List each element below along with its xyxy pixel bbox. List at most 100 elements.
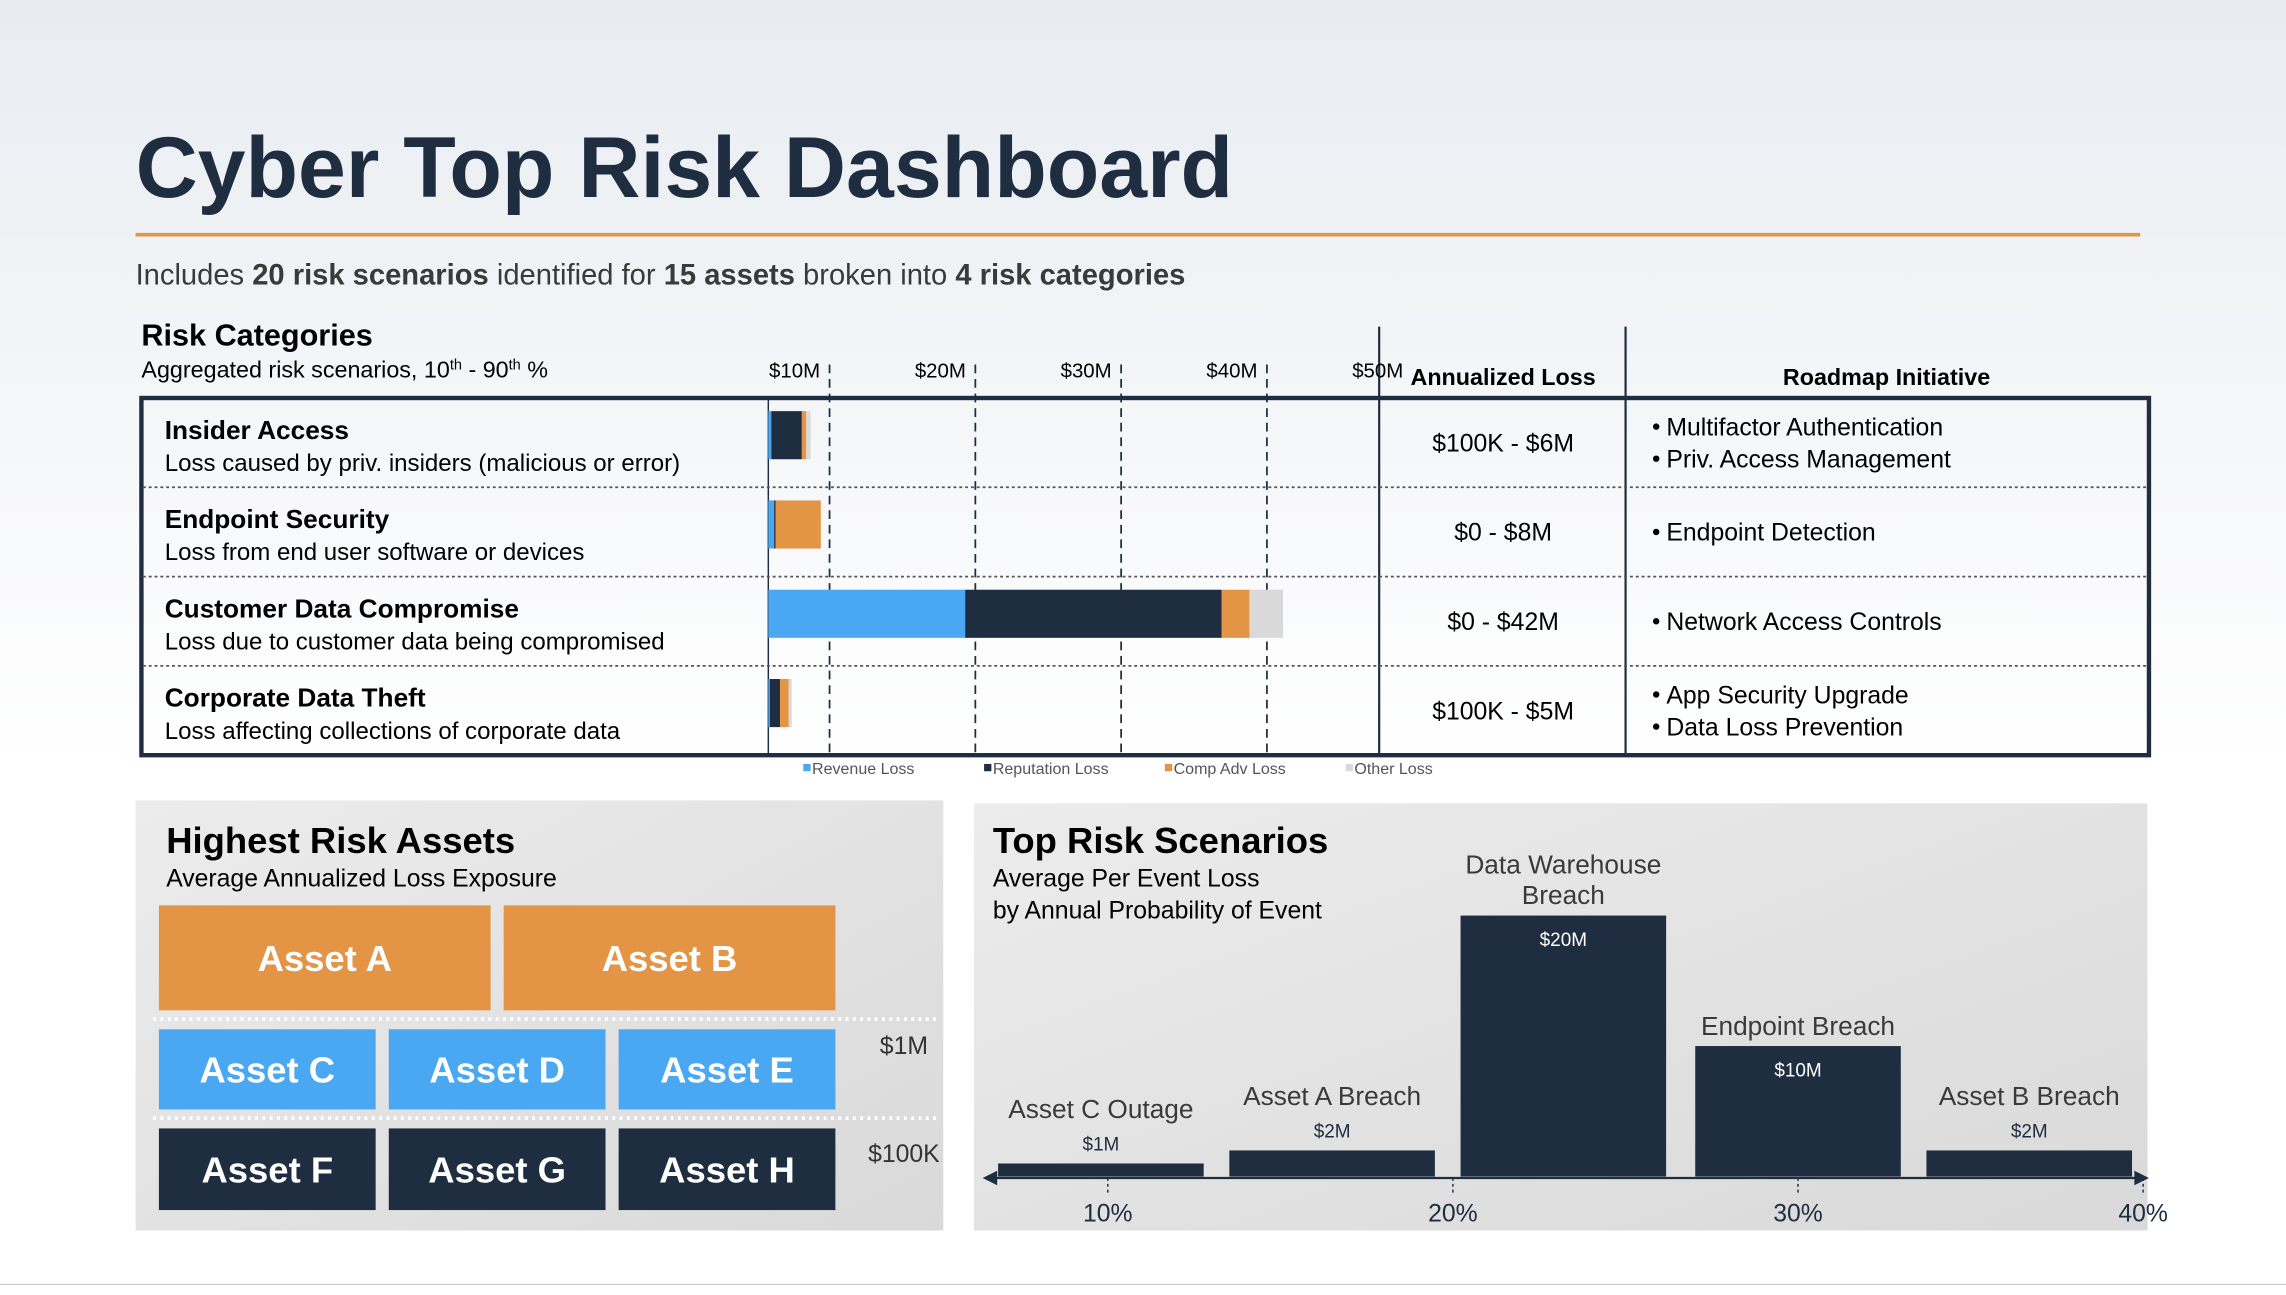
panel-subtitle: by Annual Probability of Event — [993, 897, 1322, 924]
legend-swatch — [1164, 763, 1173, 772]
x-tick-label: $40M — [1206, 361, 1257, 383]
scenario-bars: 10% 20% 30% 40% $1M Asset C Outage $2M Asset A … — [998, 849, 2168, 1228]
x-tick-label: 20% — [1428, 1201, 1478, 1228]
category-label-text: Asset C Outage — [1008, 1094, 1194, 1125]
asset-box — [388, 1029, 606, 1110]
bullet — [1652, 528, 1660, 536]
x-tick-label: 40% — [2118, 1201, 2168, 1228]
bar-segment — [768, 679, 770, 728]
table-frame — [139, 395, 2152, 758]
subtitle-part: % — [521, 357, 548, 383]
roadmap-item: App Security Upgrade — [1666, 682, 1908, 709]
bar-segment — [769, 679, 780, 728]
subtitle-part: th — [450, 358, 462, 374]
category-label-text: Asset B Breach — [1938, 1081, 2120, 1112]
category-description: Loss caused by priv. insiders (malicious… — [165, 450, 680, 477]
subtitle-part: th — [509, 358, 521, 374]
bullet — [1652, 423, 1660, 430]
x-tick-label: $20M — [915, 361, 966, 383]
asset-box — [158, 1128, 376, 1211]
annualized-loss: $0 - $42M — [1447, 609, 1559, 636]
category-label: Asset C Outage — [1008, 1094, 1194, 1125]
legend-swatch — [1345, 763, 1353, 772]
category-name: Endpoint Security — [165, 504, 390, 534]
asset-box — [503, 905, 836, 1011]
bullet — [1652, 723, 1660, 730]
bar — [1695, 1046, 1901, 1177]
x-tick-label: $30M — [1061, 361, 1112, 383]
legend-label: Revenue Loss — [812, 760, 914, 778]
value-label: $2M — [1314, 1121, 1351, 1142]
annualized-loss: $0 - $8M — [1454, 520, 1552, 547]
bar — [998, 1163, 1204, 1177]
bullet — [1652, 455, 1660, 462]
bar — [1460, 915, 1667, 1177]
category-description: Loss affecting collections of corporate … — [165, 718, 621, 745]
bullet — [1652, 691, 1660, 698]
value-label: $2M — [2011, 1121, 2048, 1142]
asset-label: Asset F — [201, 1149, 333, 1190]
threshold-label: $1M — [880, 1033, 928, 1060]
category-label: Data Warehouse Breach — [1465, 849, 1662, 910]
bar-segment — [965, 589, 1222, 638]
bar-segment — [779, 679, 789, 728]
legend-swatch — [803, 763, 811, 772]
legend-label: Comp Adv Loss — [1174, 760, 1286, 778]
legend: Revenue Loss Reputation Loss Comp Adv Loss… — [803, 760, 1433, 778]
legend-label: Other Loss — [1354, 760, 1432, 778]
asset-tiers: Asset A Asset B Asset C Asset D Asset E Asset… — [153, 905, 941, 1211]
x-tick-label: 10% — [1083, 1201, 1133, 1228]
page-title: Cyber Top Risk Dashboard — [136, 120, 1234, 216]
category-name: Customer Data Compromise — [165, 593, 519, 623]
asset-label: Asset H — [659, 1149, 795, 1190]
category-description: Loss due to customer data being compromi… — [165, 628, 665, 655]
asset-label: Asset D — [429, 1049, 565, 1090]
bar — [1229, 1150, 1435, 1177]
bar — [1926, 1150, 2133, 1177]
bar-segment — [768, 500, 775, 549]
category-label: Asset A Breach — [1243, 1081, 1422, 1112]
category-label: Endpoint Breach — [1701, 1011, 1895, 1040]
annualized-loss: $100K - $5M — [1432, 698, 1574, 725]
category-label-text: Asset A Breach — [1243, 1081, 1422, 1112]
asset-label: Asset E — [660, 1049, 794, 1090]
table-subtitle: Aggregated risk scenarios, 10th - 90th % — [141, 357, 548, 383]
column-header: Roadmap Initiative — [1783, 364, 1990, 390]
axis-arrow — [2134, 1170, 2149, 1186]
bar-segment — [771, 411, 802, 460]
stacked-bars — [768, 411, 1283, 728]
bar-segment — [801, 411, 807, 460]
bar-segment — [1249, 589, 1283, 638]
threshold-label: $100K — [868, 1141, 940, 1168]
subtitle-part: 15 assets — [664, 259, 795, 291]
asset-label: Asset C — [199, 1049, 335, 1090]
value-label: $1M — [1082, 1134, 1119, 1155]
roadmap-item: Endpoint Detection — [1666, 520, 1875, 547]
bar-segment — [768, 589, 966, 638]
subtitle-part: - 90 — [462, 357, 509, 383]
column-header: Annualized Loss — [1410, 364, 1595, 390]
x-tick-label: 30% — [1773, 1201, 1823, 1228]
x-tick-label: $50M — [1352, 361, 1403, 383]
panel-subtitle: Average Annualized Loss Exposure — [166, 865, 557, 892]
asset-box — [618, 1128, 836, 1211]
asset-label: Asset A — [258, 938, 392, 979]
asset-label: Asset G — [428, 1149, 566, 1190]
category-name: Insider Access — [165, 415, 349, 445]
subtitle-part: 4 risk categories — [955, 259, 1185, 291]
category-label-text: Data Warehouse Breach — [1465, 849, 1662, 910]
panel-title: Highest Risk Assets — [166, 820, 515, 861]
bar-segment — [806, 411, 811, 460]
bar-segment — [775, 500, 821, 549]
value-label: $10M — [1774, 1061, 1821, 1082]
roadmap-item: Network Access Controls — [1666, 609, 1941, 636]
subtitle-part: Includes — [136, 259, 253, 291]
page-subtitle: Includes 20 risk scenarios identified fo… — [136, 259, 1186, 291]
axis-arrow — [982, 1170, 998, 1186]
subtitle-part: identified for — [489, 259, 664, 291]
roadmap-item: Multifactor Authentication — [1666, 414, 1943, 441]
bar-segment — [774, 500, 776, 549]
legend-label: Reputation Loss — [993, 760, 1109, 778]
